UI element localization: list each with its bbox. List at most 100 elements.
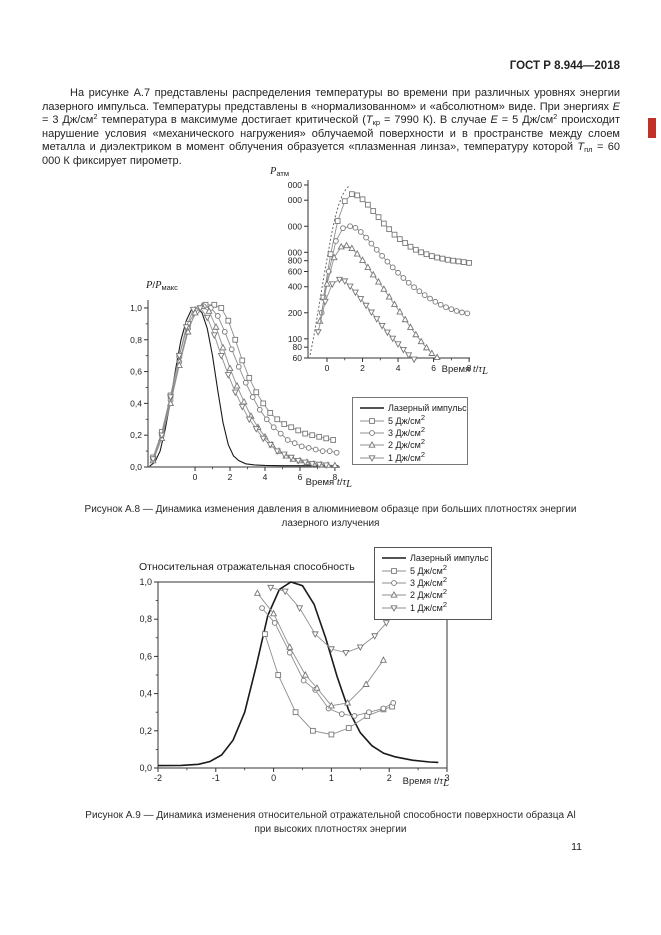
circle-marker [300, 677, 307, 684]
legend-label: 3 Дж/см2 [410, 574, 447, 588]
y-tick-label: 0,4 [140, 689, 152, 699]
triup-marker [417, 337, 425, 345]
square-marker [274, 416, 281, 423]
circle-marker [338, 711, 345, 717]
square-marker [302, 430, 309, 437]
triup-marker [330, 253, 338, 261]
series-line [157, 581, 439, 767]
circle-marker [400, 275, 407, 281]
x-tick-label: 8 [467, 363, 472, 373]
square-marker [391, 231, 398, 238]
tridown-marker [217, 353, 225, 360]
tridown-marker [273, 448, 281, 456]
triup-marker [286, 643, 294, 650]
y-tick-label: 0,0 [130, 462, 142, 472]
y-tick-label: 0,6 [140, 651, 152, 661]
triup-marker-icon [382, 591, 406, 599]
circle-marker [464, 310, 471, 317]
triup-marker [428, 349, 436, 356]
legend-label: 1 Дж/см2 [388, 449, 425, 463]
tridown-marker [399, 346, 407, 354]
circle-marker [352, 224, 359, 231]
caption-a9-line1: Рисунок А.9 — Динамика изменения относит… [85, 810, 576, 821]
circle-marker [228, 346, 235, 353]
a9-x-axis-label: Время t/τL [402, 776, 449, 789]
square-marker [225, 317, 232, 324]
circle-marker [284, 437, 291, 443]
square-marker [246, 375, 253, 381]
y-tick-label: 2000 [288, 221, 302, 231]
square-marker [281, 421, 288, 427]
triup-marker [270, 609, 278, 617]
square-marker [232, 336, 239, 343]
triup-marker [342, 241, 351, 249]
circle-marker [357, 229, 364, 235]
square-marker [402, 240, 409, 246]
square-marker [275, 672, 282, 678]
square-marker [292, 709, 299, 716]
square-marker [359, 196, 366, 203]
square-marker [375, 214, 382, 220]
triup-marker [219, 343, 227, 351]
circle-marker [249, 394, 256, 400]
square-marker [309, 432, 316, 439]
tridown-marker [149, 456, 157, 463]
series-line [319, 244, 438, 358]
x-tick-label: 8 [333, 472, 338, 482]
triup-marker [369, 270, 377, 278]
caption-a8-line1: Рисунок А.8 — Динамика изменения давлени… [84, 504, 577, 515]
x-tick-label: 6 [431, 363, 436, 373]
circle-marker [363, 234, 369, 241]
square-marker-icon [360, 417, 384, 424]
triup-marker [433, 353, 441, 361]
legend-row: 2 Дж/см2 [380, 588, 485, 601]
tridown-marker [259, 435, 267, 443]
tridown-marker [245, 416, 253, 424]
legend-row: 5 Дж/см2 [380, 563, 485, 576]
square-marker [334, 218, 341, 224]
page-number: 11 [571, 841, 582, 853]
x-tick-label: 2 [228, 472, 233, 482]
square-marker [349, 191, 355, 198]
legend-label: 2 Дж/см2 [388, 437, 425, 451]
tridown-marker [362, 302, 370, 310]
square-marker [380, 220, 387, 227]
y-tick-label: 0,2 [140, 726, 152, 736]
square-marker [345, 725, 352, 731]
triup-marker [401, 315, 409, 323]
tridown-marker [383, 329, 391, 337]
square-marker [450, 257, 456, 264]
circle-marker [298, 443, 305, 450]
tridown-marker [389, 335, 397, 343]
circle-marker [312, 446, 319, 453]
tridown-marker [287, 454, 295, 462]
square-marker [370, 208, 377, 214]
x-tick-label: 2 [387, 773, 392, 783]
circle-marker [291, 440, 298, 446]
circle-marker [390, 700, 397, 706]
square-marker [444, 256, 451, 263]
laser-line-icon [382, 557, 406, 559]
square-marker [341, 198, 348, 205]
square-marker-icon [382, 567, 406, 574]
tridown-marker [224, 372, 232, 379]
tridown-marker [356, 644, 364, 652]
triup-marker [313, 684, 321, 691]
triup-marker [233, 381, 241, 389]
square-marker [423, 251, 430, 258]
circle-marker [405, 279, 412, 286]
tridown-marker [311, 631, 319, 639]
triup-marker [353, 249, 361, 257]
circle-marker-icon [382, 580, 406, 586]
tridown-marker [189, 306, 197, 314]
legend-label: 1 Дж/см2 [410, 599, 447, 613]
circle-marker [340, 225, 346, 232]
square-marker [316, 433, 323, 440]
legend-label: Лазерный импульс [388, 403, 467, 414]
square-marker [434, 254, 440, 261]
square-marker [310, 727, 316, 734]
circle-marker [333, 449, 340, 456]
series-line [317, 279, 415, 360]
